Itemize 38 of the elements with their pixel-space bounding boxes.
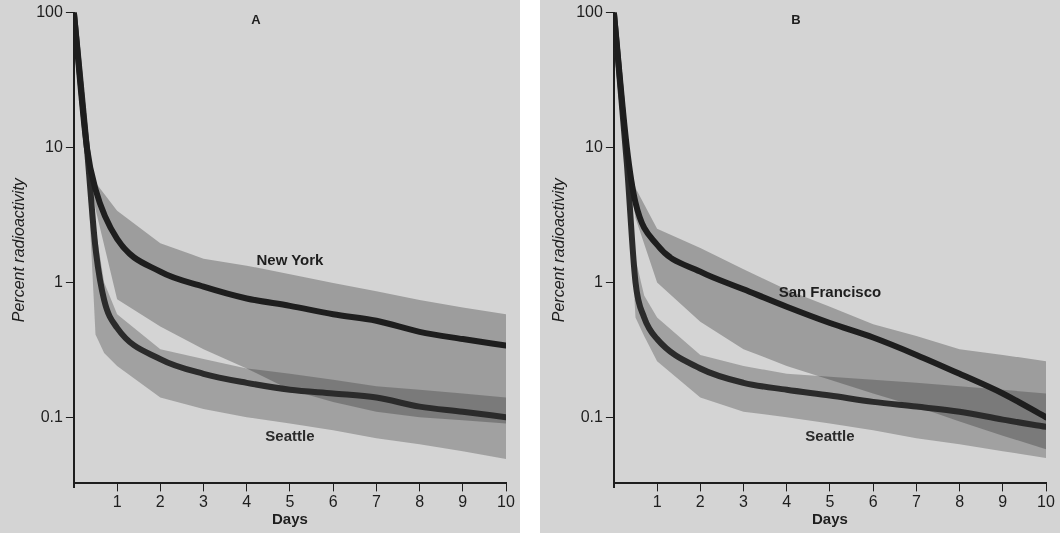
x-tick-label: 6	[868, 493, 878, 511]
y-tick-label: 10	[585, 137, 603, 155]
x-tick-label: 4	[242, 493, 252, 511]
y-tick-label: 100	[576, 3, 603, 21]
chart-title: A	[251, 11, 262, 27]
text: New York	[256, 250, 325, 268]
x-tick-label: 9	[998, 493, 1008, 511]
x-tick-label: 3	[199, 493, 209, 511]
x-tick-label: 1	[112, 493, 122, 511]
x-tick-label: 8	[955, 493, 965, 511]
x-tick-label: 7	[371, 493, 381, 511]
y-axis-title: Percent radioactivity	[550, 177, 568, 323]
chart-title: B	[791, 11, 801, 27]
x-axis-title: Days	[812, 509, 848, 527]
x-tick-label: 4	[782, 493, 792, 511]
x-tick-label: 5	[825, 493, 835, 511]
y-tick-label: 1	[53, 272, 63, 290]
y-tick-label: 100	[36, 3, 63, 21]
x-tick-label: 3	[739, 493, 749, 511]
series-label: Seattle	[805, 427, 855, 445]
y-tick-label: 0.1	[580, 407, 603, 425]
y-tick-label: 1	[593, 272, 603, 290]
x-tick-label: 10	[497, 493, 515, 511]
x-tick-label: 6	[328, 493, 338, 511]
x-tick-label: 10	[1037, 493, 1055, 511]
x-axis-title: Days	[272, 509, 308, 527]
x-tick-label: 8	[415, 493, 425, 511]
x-tick-label: 7	[911, 493, 921, 511]
y-axis-title: Percent radioactivity	[10, 177, 28, 323]
x-tick-label: 2	[695, 493, 705, 511]
x-tick-label: 1	[652, 493, 662, 511]
series-label: San Francisco	[778, 283, 882, 301]
y-tick-label: 10	[45, 137, 63, 155]
x-tick-label: 5	[285, 493, 295, 511]
text: Seattle	[265, 427, 315, 445]
x-tick-label: 9	[458, 493, 468, 511]
y-tick-label: 0.1	[40, 407, 63, 425]
x-tick-label: 2	[155, 493, 165, 511]
